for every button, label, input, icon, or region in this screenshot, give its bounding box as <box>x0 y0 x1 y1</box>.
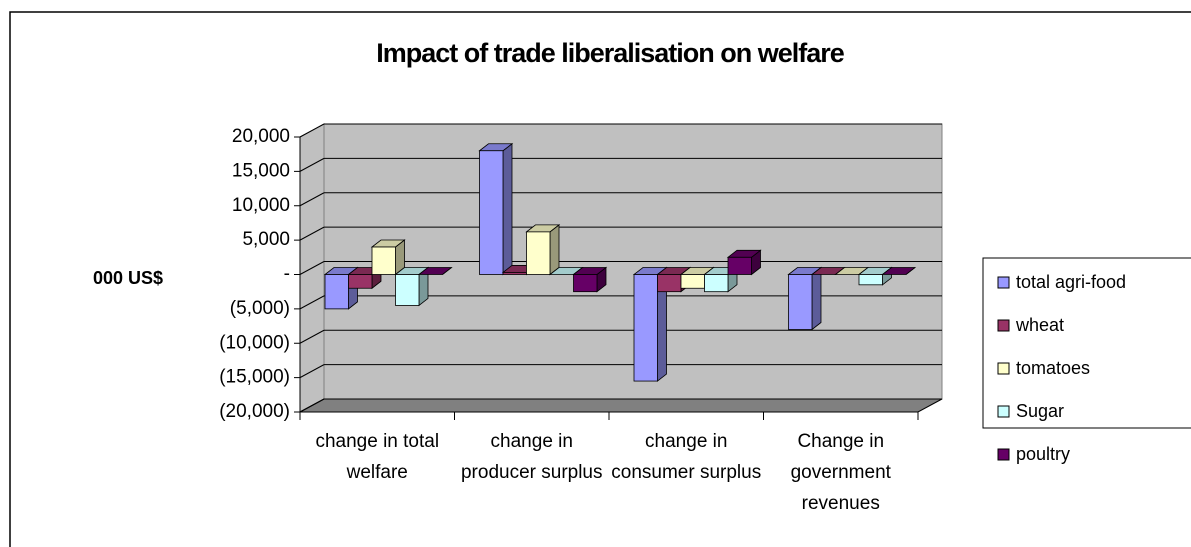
y-tick-label: (5,000) <box>230 298 290 319</box>
legend-label: total agri-food <box>1016 272 1126 292</box>
bar-side <box>549 224 560 276</box>
y-tick-label: - <box>284 264 290 285</box>
bar <box>858 274 883 286</box>
legend-swatch <box>997 362 1010 375</box>
y-tick-label: 5,000 <box>242 229 290 250</box>
x-tick-label: Change in government revenues <box>790 431 891 514</box>
y-tick-label: (20,000) <box>219 401 290 422</box>
bar <box>324 274 349 310</box>
grid-line <box>299 192 325 207</box>
bar <box>573 274 598 293</box>
legend-swatch <box>997 276 1010 289</box>
legend-label: tomatoes <box>1016 358 1090 378</box>
legend-label: wheat <box>1015 315 1064 335</box>
x-tick-label: change in consumer surplus <box>611 431 762 483</box>
bar <box>657 274 682 293</box>
legend-label: poultry <box>1016 444 1070 464</box>
bar <box>371 246 396 275</box>
y-tick-label: 10,000 <box>232 195 290 216</box>
grid-line <box>299 398 325 413</box>
legend-label: Sugar <box>1016 401 1064 421</box>
bar <box>526 231 551 275</box>
y-axis-title: 000 US$ <box>93 268 163 288</box>
grid-line <box>299 226 325 241</box>
y-tick-label: (10,000) <box>219 332 290 353</box>
y-tick-label: (15,000) <box>219 367 290 388</box>
grid-line <box>299 157 325 172</box>
grid-line <box>299 329 325 344</box>
bar <box>788 274 813 330</box>
bar <box>479 150 504 275</box>
bar <box>348 274 373 289</box>
y-tick-label: 15,000 <box>232 160 290 181</box>
grid-line <box>299 364 325 379</box>
legend-swatch <box>997 448 1010 461</box>
grid-line <box>299 295 325 310</box>
bar <box>704 274 729 293</box>
bar <box>633 274 658 382</box>
bar <box>395 274 420 306</box>
bar-top <box>417 267 453 275</box>
chart-title: Impact of trade liberalisation on welfar… <box>376 38 845 68</box>
x-tick-label: change in producer surplus <box>460 431 603 483</box>
bar-side <box>811 266 822 331</box>
legend-swatch <box>997 405 1010 418</box>
legend-box <box>982 257 1191 429</box>
bar-side <box>502 142 513 276</box>
x-tick-label: change in total welfare <box>315 431 440 483</box>
bar <box>680 274 705 289</box>
floor <box>299 398 943 413</box>
grid-line <box>299 123 325 138</box>
legend-swatch <box>997 319 1010 332</box>
y-tick-label: 20,000 <box>232 126 290 147</box>
bar <box>502 272 527 275</box>
bar <box>727 256 752 275</box>
bar-top <box>881 267 917 275</box>
grid-line <box>299 261 325 275</box>
